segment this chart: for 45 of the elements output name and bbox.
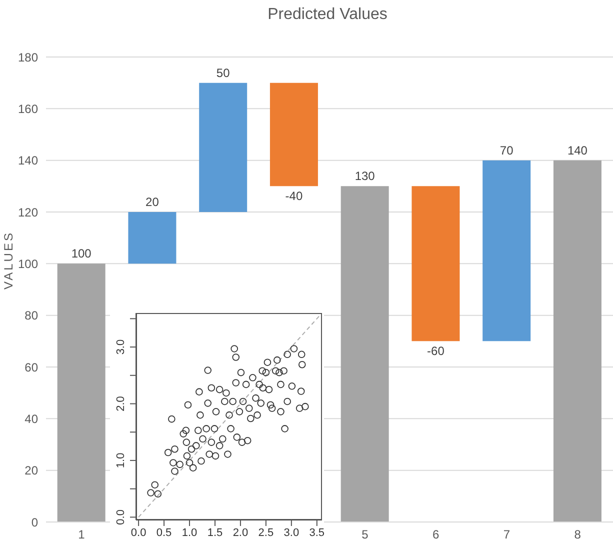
data-label: -40 bbox=[285, 189, 303, 204]
x-tick-label: 2.5 bbox=[258, 526, 274, 539]
bar bbox=[412, 186, 460, 342]
x-tick-label: 8 bbox=[574, 528, 582, 542]
y-tick-label: 160 bbox=[18, 102, 38, 116]
x-tick-label: 3.0 bbox=[284, 526, 300, 539]
bar bbox=[57, 264, 106, 522]
x-tick-label: 2.0 bbox=[232, 526, 248, 539]
x-tick-label: 0.5 bbox=[156, 526, 172, 539]
y-tick-label: 0.0 bbox=[115, 510, 127, 525]
x-tick-label: 1 bbox=[78, 528, 86, 542]
y-tick-label: 180 bbox=[18, 50, 38, 64]
y-tick-label: 100 bbox=[18, 256, 38, 271]
y-tick-label: 2.0 bbox=[115, 396, 127, 412]
x-tick-label: 1.0 bbox=[182, 526, 198, 539]
y-tick-label: 3.0 bbox=[115, 339, 127, 355]
y-tick-label: 1.0 bbox=[115, 452, 127, 468]
y-tick-label: 140 bbox=[18, 154, 38, 168]
y-axis-title: VALUES bbox=[1, 231, 16, 290]
bar bbox=[553, 160, 602, 522]
data-label: 100 bbox=[71, 246, 92, 261]
x-tick-label: 0.0 bbox=[130, 526, 146, 539]
y-tick-label: 0 bbox=[31, 515, 38, 530]
bar bbox=[199, 82, 248, 212]
y-tick-label: 120 bbox=[18, 205, 38, 220]
bar bbox=[482, 160, 531, 342]
data-label: 20 bbox=[146, 195, 160, 209]
x-tick-label: 7 bbox=[503, 528, 510, 542]
x-tick-label: 6 bbox=[432, 528, 440, 542]
data-label: 140 bbox=[567, 143, 588, 158]
x-tick-label: 1.5 bbox=[207, 526, 223, 539]
x-tick-label: 5 bbox=[362, 528, 369, 542]
x-tick-label: 3.5 bbox=[309, 526, 325, 539]
data-label: 70 bbox=[500, 143, 514, 158]
bar bbox=[270, 82, 318, 186]
y-tick-label: 80 bbox=[24, 308, 38, 323]
chart-title: Predicted Values bbox=[266, 6, 388, 24]
data-label: -60 bbox=[427, 344, 445, 358]
y-tick-label: 60 bbox=[24, 360, 38, 374]
data-label: 130 bbox=[354, 169, 376, 184]
bar bbox=[340, 186, 389, 522]
data-label: 50 bbox=[216, 66, 230, 80]
y-tick-label: 20 bbox=[24, 464, 38, 478]
bar bbox=[128, 212, 176, 264]
y-tick-label: 40 bbox=[24, 412, 38, 426]
